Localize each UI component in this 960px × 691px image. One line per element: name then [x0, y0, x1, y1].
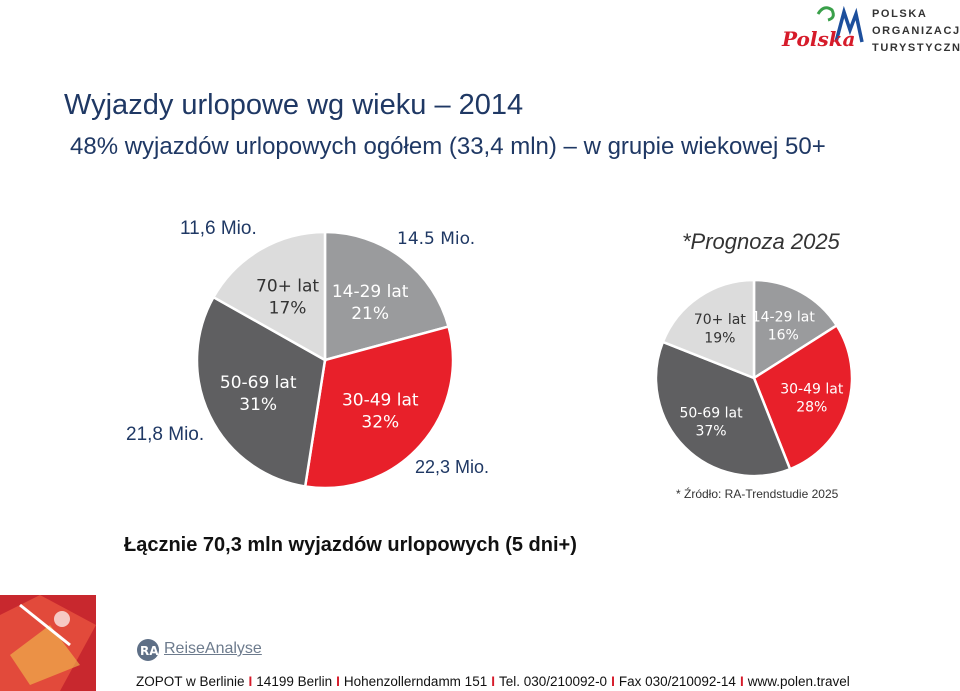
pie-slice-50-69-lat [654, 340, 792, 478]
slice-label: 30-49 lat [342, 390, 419, 410]
footer-street: Hohenzollerndamm 151 [343, 674, 488, 689]
footer-contact: ZOPOT w Berlinie I 14199 Berlin I Hohenzolle… [136, 674, 850, 689]
source-note: * Źródło: RA-Trendstudie 2025 [676, 487, 839, 501]
reiseanalyse-logo: RA [137, 639, 159, 661]
slice-percent: 21% [351, 304, 389, 324]
amount-14-29: 14.5 Mio. [397, 229, 475, 249]
footer-city: 14199 Berlin [256, 674, 333, 689]
organization-name: POLSKA ORGANIZACJA TURYSTYCZNA [872, 6, 960, 57]
slice-percent: 19% [704, 330, 735, 346]
pie-slice-70-lat [661, 278, 756, 380]
polska-logo: Polska [781, 5, 864, 51]
slice-percent: 16% [768, 327, 799, 343]
footer-phone: Tel. 030/210092-0 [498, 674, 608, 689]
reiseanalyse-name: ReiseAnalyse [164, 640, 262, 657]
pie-slice-30-49-lat [752, 323, 854, 471]
page-title: Wyjazdy urlopowe wg wieku – 2014 [64, 89, 524, 121]
pie-slice-14-29-lat [323, 230, 451, 362]
slice-label: 30-49 lat [780, 381, 844, 397]
pie-slice-14-29-lat [752, 278, 839, 381]
amount-70-plus: 11,6 Mio. [180, 218, 257, 239]
slice-label: 50-69 lat [679, 405, 743, 421]
org-line-2: ORGANIZACJA [872, 25, 960, 37]
logo-word: Polska [781, 27, 856, 51]
forecast-title: *Prognoza 2025 [682, 229, 841, 254]
amount-50-69: 21,8 Mio. [126, 424, 204, 445]
page-subtitle: 48% wyjazdów urlopowych ogółem (33,4 mln… [70, 133, 826, 160]
slice-label: 70+ lat [694, 312, 746, 328]
total-trips: Łącznie 70,3 mln wyjazdów urlopowych (5 … [124, 534, 577, 556]
slice-percent: 32% [361, 412, 399, 432]
pie-slice-70-lat [211, 230, 327, 363]
footer-fax: Fax 030/210092-14 [618, 674, 736, 689]
pie-chart-2025 [654, 278, 854, 478]
slice-percent: 31% [239, 395, 277, 415]
amount-30-49: 22,3 Mio. [415, 457, 489, 477]
slice-percent: 37% [695, 424, 726, 440]
slice-label: 14-29 lat [332, 282, 409, 302]
slice-label: 50-69 lat [220, 373, 297, 393]
slice-percent: 17% [269, 299, 307, 319]
decorative-poster-image [0, 595, 96, 691]
footer-org: ZOPOT w Berlinie [136, 674, 245, 689]
ra-badge: RA [140, 644, 159, 658]
org-line-3: TURYSTYCZNA [872, 42, 960, 54]
slice-percent: 28% [796, 399, 827, 415]
footer-website-link[interactable]: www.polen.travel [747, 674, 850, 689]
pie-slice-50-69-lat [195, 295, 327, 488]
pie-slice-30-49-lat [303, 325, 455, 490]
slice-label: 14-29 lat [752, 309, 816, 325]
slice-label: 70+ lat [256, 277, 319, 297]
org-line-1: POLSKA [872, 8, 928, 20]
pie-2025-labels: 14-29 lat 16% 30-49 lat 28% 50-69 lat 37% 70+ … [679, 309, 843, 439]
pie-chart-2014 [195, 230, 455, 490]
